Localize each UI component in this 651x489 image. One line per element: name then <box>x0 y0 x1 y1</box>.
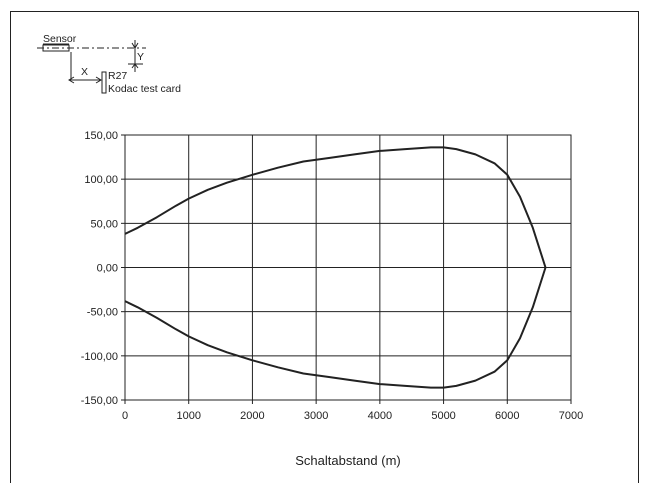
y-tick-label: 50,00 <box>90 218 118 230</box>
reflector-code-label: R27 <box>108 70 127 82</box>
series-line-1 <box>124 146 547 268</box>
x-dimension-label: X <box>81 66 88 78</box>
x-arrow-left-icon <box>68 76 75 84</box>
series-line-2 <box>124 267 547 389</box>
sensor-schematic: Sensor X R27 Kodac test card Y <box>37 33 181 95</box>
x-tick-label: 5000 <box>431 410 455 422</box>
y-tick-label: -50,00 <box>87 307 118 319</box>
y-arrow-top-icon <box>131 42 139 49</box>
y-tick-label: -100,00 <box>81 351 118 363</box>
target-label: Kodac test card <box>108 83 181 95</box>
y-tick-label: 150,00 <box>84 130 118 142</box>
x-tick-label: 2000 <box>240 410 264 422</box>
target-card-icon <box>101 71 107 94</box>
chart: Sensor X R27 Kodac test card Y 150,00 100… <box>37 33 584 468</box>
grid-lines <box>124 134 572 401</box>
x-tick-label: 4000 <box>368 410 392 422</box>
y-axis-ticks: 150,00 100,00 50,00 0,00 -50,00 -100,00 -150,0… <box>81 130 125 407</box>
y-dimension-label: Y <box>137 51 144 63</box>
x-tick-label: 6000 <box>495 410 519 422</box>
x-arrow-right-icon <box>95 76 102 84</box>
plot-area: 150,00 100,00 50,00 0,00 -50,00 -100,00 -150,0… <box>81 130 584 422</box>
y-tick-label: 0,00 <box>97 263 118 275</box>
x-tick-label: 1000 <box>176 410 200 422</box>
series-lines <box>124 146 547 389</box>
x-tick-label: 3000 <box>304 410 328 422</box>
x-tick-label: 7000 <box>559 410 583 422</box>
y-tick-label: 100,00 <box>84 174 118 186</box>
x-tick-label: 0 <box>122 410 128 422</box>
x-axis-ticks: 0 1000 2000 3000 4000 5000 6000 7000 <box>122 400 583 422</box>
sensor-label: Sensor <box>43 33 77 45</box>
x-axis-title: Schaltabstand (m) <box>295 453 401 468</box>
chart-frame: Sensor X R27 Kodac test card Y 150,00 100… <box>10 11 639 483</box>
y-tick-label: -150,00 <box>81 395 118 407</box>
